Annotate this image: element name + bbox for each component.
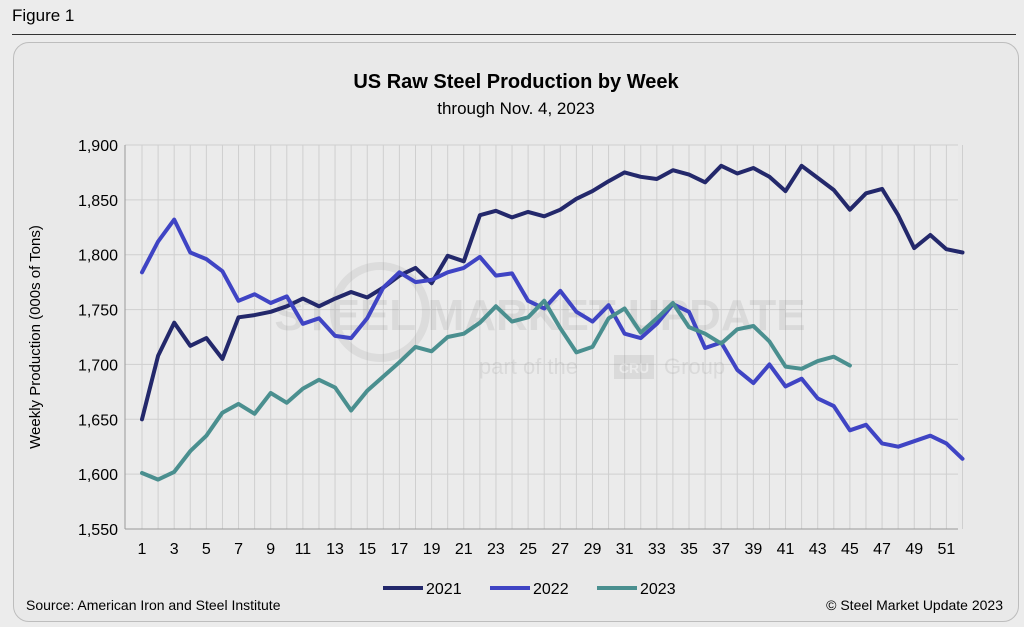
y-axis-ticks: 1,550 1,600 1,650 1,700 1,750 1,800 1,850 1,900: [78, 138, 118, 539]
watermark-logo: STEEL MARKET UPDATE part of the CRU Grou…: [274, 262, 806, 379]
figure-rule: [12, 34, 1016, 35]
x-tick-label: 51: [938, 541, 956, 558]
x-tick-label: 47: [873, 541, 891, 558]
x-tick-label: 35: [680, 541, 698, 558]
y-tick-label: 1,550: [78, 522, 118, 539]
legend: 2021 2022 2023: [383, 581, 676, 598]
x-axis-ticks: 1 3 5 7 9 11 13 15 17 19 21 23 25 27 29 31 33 35 37 39 41 43 4…: [138, 541, 956, 558]
x-tick-label: 15: [358, 541, 376, 558]
series-line-2021: [140, 163, 965, 422]
watermark-text: STEEL MARKET UPDATE: [274, 291, 805, 340]
x-tick-label: 11: [295, 541, 312, 558]
y-tick-label: 1,700: [78, 357, 118, 374]
series-line-2022: [140, 217, 965, 461]
x-tick-label: 43: [809, 541, 827, 558]
watermark-ring: [330, 262, 430, 362]
legend-label-2023: 2023: [640, 581, 676, 598]
series-lines: [140, 163, 965, 482]
plot-area: [125, 145, 958, 529]
x-tick-label: 33: [648, 541, 666, 558]
legend-label-2022: 2022: [533, 581, 569, 598]
chart-subtitle: through Nov. 4, 2023: [437, 99, 595, 118]
watermark-cru-box: [614, 355, 654, 379]
x-tick-label: 1: [138, 541, 147, 558]
x-tick-label: 23: [487, 541, 505, 558]
chart-title: US Raw Steel Production by Week: [353, 71, 679, 93]
x-tick-label: 19: [423, 541, 441, 558]
x-tick-label: 41: [777, 541, 795, 558]
x-tick-label: 7: [234, 541, 243, 558]
y-tick-label: 1,600: [78, 467, 118, 484]
x-tick-label: 31: [616, 541, 634, 558]
legend-label-2021: 2021: [426, 581, 462, 598]
watermark-part-of: part of the: [479, 354, 578, 379]
x-tick-label: 39: [744, 541, 762, 558]
watermark-cru: CRU: [619, 360, 649, 376]
figure-label: Figure 1: [12, 6, 75, 25]
y-axis-title: Weekly Production (000s of Tons): [27, 225, 44, 449]
gridlines: [124, 144, 964, 530]
y-tick-label: 1,850: [78, 193, 118, 210]
x-tick-label: 45: [841, 541, 859, 558]
x-tick-label: 9: [266, 541, 275, 558]
x-tick-label: 27: [551, 541, 569, 558]
x-tick-label: 13: [326, 541, 344, 558]
series-line-2023: [140, 298, 852, 482]
y-tick-label: 1,800: [78, 248, 118, 265]
x-tick-label: 5: [202, 541, 211, 558]
y-tick-label: 1,900: [78, 138, 118, 155]
x-tick-label: 37: [712, 541, 730, 558]
watermark-group: Group: [664, 354, 725, 379]
x-tick-label: 21: [455, 541, 473, 558]
y-tick-label: 1,750: [78, 303, 118, 320]
source-note: Source: American Iron and Steel Institut…: [26, 597, 281, 613]
x-tick-label: 49: [905, 541, 923, 558]
x-tick-label: 25: [519, 541, 537, 558]
x-tick-label: 17: [391, 541, 409, 558]
y-tick-label: 1,650: [78, 412, 118, 429]
copyright-note: © Steel Market Update 2023: [826, 597, 1003, 613]
x-tick-label: 29: [584, 541, 602, 558]
x-tick-label: 3: [170, 541, 179, 558]
